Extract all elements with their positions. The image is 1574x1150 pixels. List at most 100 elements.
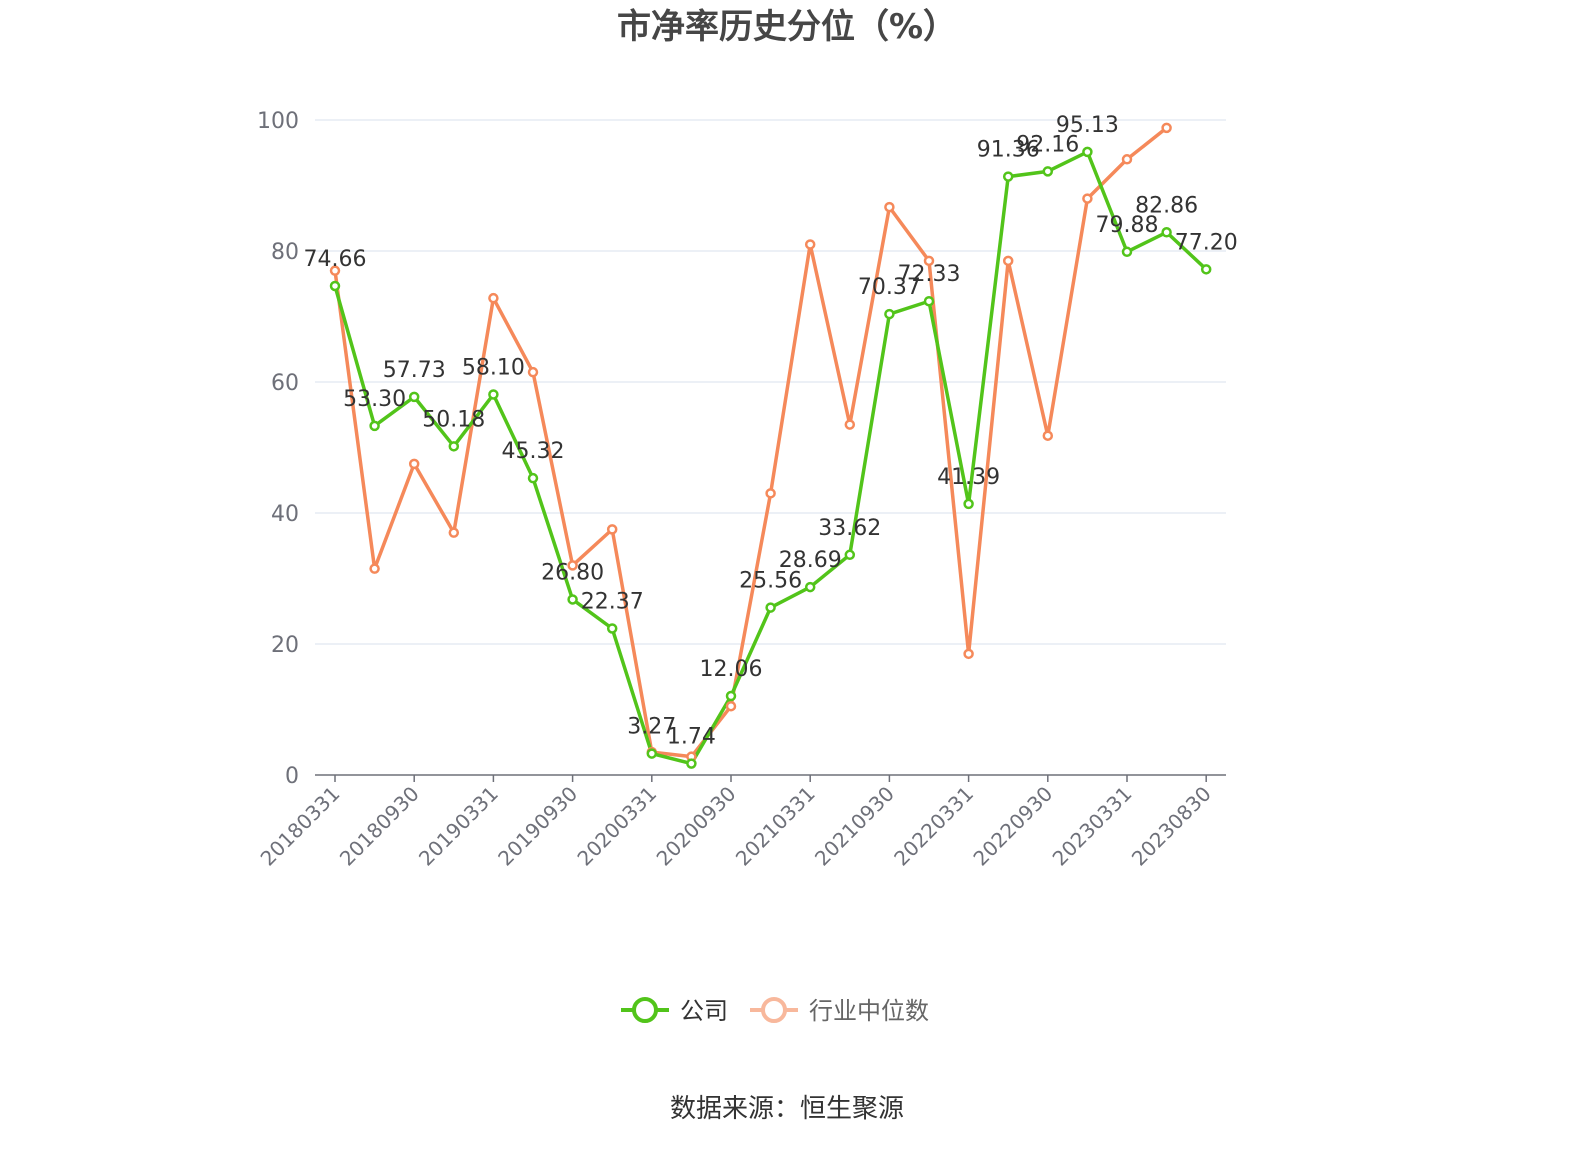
- x-tick-label: 20220930: [968, 782, 1057, 871]
- legend[interactable]: 公司 行业中位数: [621, 997, 929, 1025]
- data-point[interactable]: [963, 648, 974, 660]
- data-point[interactable]: [448, 441, 460, 452]
- data-label: 45.32: [502, 439, 565, 464]
- x-tick-label: 20210930: [810, 782, 899, 871]
- y-axis-tick-labels: 0 20 40 60 80 100: [257, 109, 299, 789]
- legend-label: 行业中位数: [809, 997, 929, 1025]
- data-point[interactable]: [765, 488, 776, 499]
- y-tick-label: 100: [257, 109, 299, 134]
- chart-title: 市净率历史分位（%）: [617, 7, 957, 47]
- data-point[interactable]: [804, 581, 816, 593]
- data-point[interactable]: [646, 748, 658, 759]
- data-label: 53.30: [343, 387, 406, 412]
- data-label: 3.27: [627, 715, 676, 740]
- y-tick-label: 80: [271, 240, 299, 265]
- data-point[interactable]: [1082, 193, 1093, 204]
- data-point[interactable]: [963, 498, 974, 510]
- data-point[interactable]: [884, 201, 895, 213]
- data-point[interactable]: [1002, 255, 1014, 267]
- x-tick-label: 20190930: [493, 782, 582, 871]
- data-point[interactable]: [527, 472, 539, 484]
- data-point[interactable]: [844, 549, 856, 561]
- series-points: [329, 122, 1212, 769]
- data-point[interactable]: [1161, 227, 1172, 238]
- data-point[interactable]: [408, 391, 420, 403]
- data-label: 1.74: [667, 725, 716, 750]
- data-point[interactable]: [725, 690, 737, 702]
- data-point[interactable]: [408, 458, 420, 470]
- data-point[interactable]: [1121, 246, 1133, 258]
- data-point[interactable]: [606, 524, 618, 535]
- data-label: 92.16: [1016, 132, 1079, 157]
- data-label: 77.20: [1175, 230, 1238, 255]
- data-point[interactable]: [1002, 171, 1014, 182]
- data-label: 72.33: [898, 262, 961, 287]
- x-tick-label: 20190331: [414, 782, 503, 871]
- data-point[interactable]: [1161, 122, 1172, 134]
- data-label: 28.69: [779, 548, 842, 573]
- data-label: 95.13: [1056, 113, 1119, 138]
- data-point[interactable]: [448, 527, 460, 538]
- data-label: 74.66: [304, 247, 367, 272]
- data-labels: 74.66 53.30 57.73 50.18 58.10 45.32 26.80 22.37…: [304, 113, 1238, 750]
- series-line-1: [333, 126, 1168, 759]
- data-label: 91.36: [977, 138, 1040, 163]
- y-tick-label: 60: [271, 371, 299, 396]
- data-point[interactable]: [527, 366, 539, 378]
- x-axis: 2018033120180930201903312019093020200331…: [256, 774, 1226, 871]
- y-tick-label: 40: [271, 502, 299, 527]
- data-point[interactable]: [369, 420, 380, 432]
- data-label: 25.56: [739, 569, 802, 594]
- data-point[interactable]: [488, 292, 499, 304]
- data-label: 79.88: [1096, 213, 1159, 238]
- data-point[interactable]: [1042, 166, 1054, 177]
- data-point[interactable]: [725, 700, 737, 712]
- x-tick-label: 20180331: [256, 782, 345, 871]
- x-tick-label: 20220331: [889, 782, 978, 871]
- data-point[interactable]: [765, 602, 776, 613]
- data-label: 41.39: [937, 465, 1000, 490]
- data-point[interactable]: [488, 389, 499, 400]
- legend-item-1[interactable]: 行业中位数: [750, 997, 929, 1025]
- data-point[interactable]: [923, 255, 935, 267]
- data-label: 12.06: [700, 657, 763, 682]
- y-tick-label: 0: [285, 764, 299, 789]
- legend-label: 公司: [680, 997, 728, 1025]
- data-point[interactable]: [923, 295, 935, 307]
- data-label: 57.73: [383, 358, 446, 383]
- data-point[interactable]: [567, 560, 578, 571]
- x-tick-label: 20200930: [652, 782, 741, 871]
- data-point[interactable]: [329, 280, 341, 292]
- data-point[interactable]: [1082, 146, 1093, 158]
- x-tick-label: 20230331: [1048, 782, 1137, 871]
- data-point[interactable]: [567, 594, 578, 605]
- data-label: 82.86: [1135, 193, 1198, 218]
- data-point[interactable]: [884, 308, 895, 320]
- data-point[interactable]: [686, 758, 697, 769]
- data-point[interactable]: [1200, 264, 1212, 275]
- data-source-note: 数据来源：恒生聚源: [670, 1094, 904, 1124]
- data-point[interactable]: [606, 623, 618, 634]
- legend-item-0[interactable]: 公司: [621, 997, 728, 1025]
- y-tick-label: 20: [271, 633, 299, 658]
- x-tick-label: 20230830: [1127, 782, 1216, 871]
- data-label: 33.62: [818, 516, 881, 541]
- legend-marker: [761, 997, 787, 1023]
- data-label: 26.80: [541, 560, 604, 585]
- grid-lines: [315, 119, 1226, 645]
- legend-marker: [632, 997, 658, 1023]
- data-label: 70.37: [858, 275, 921, 300]
- x-tick-label: 20180930: [335, 782, 424, 871]
- data-point[interactable]: [329, 265, 341, 276]
- data-label: 50.18: [422, 407, 485, 432]
- data-point[interactable]: [1121, 154, 1133, 165]
- data-point[interactable]: [804, 239, 816, 250]
- x-tick-label: 20210331: [731, 782, 820, 871]
- data-label: 22.37: [581, 589, 644, 614]
- series-lines: [333, 126, 1208, 766]
- data-point[interactable]: [844, 419, 856, 430]
- data-label: 58.10: [462, 355, 525, 380]
- data-point[interactable]: [1042, 430, 1054, 441]
- data-point[interactable]: [369, 563, 380, 574]
